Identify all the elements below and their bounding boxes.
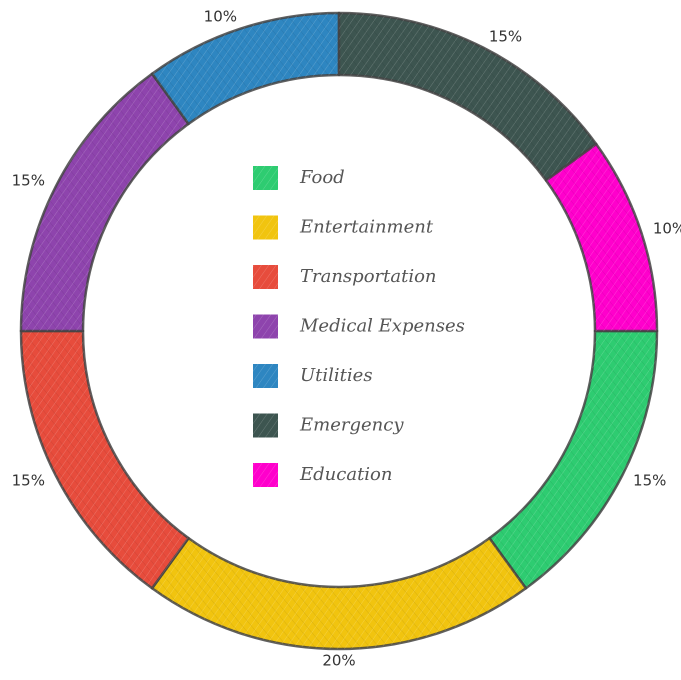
legend-item-food: Food [253,166,345,190]
legend-label-entertainment: Entertainment [299,217,434,238]
percent-label-medical-expenses: 15% [12,172,45,190]
percent-label-education: 10% [653,220,681,238]
slice-emergency [337,11,598,182]
legend-item-emergency: Emergency [253,413,404,438]
slice-group [19,11,659,651]
slice-education [544,142,659,333]
slice-utilities [150,11,341,126]
percent-label-utilities: 10% [204,8,237,26]
percent-label-group: 15% 20% 15% 15% 10% 15% 10% [12,8,681,670]
legend-item-transportation: Transportation [253,265,437,289]
legend-label-transportation: Transportation [300,266,437,287]
legend-label-food: Food [299,167,345,188]
percent-label-emergency: 15% [489,27,522,45]
percent-label-entertainment: 20% [322,652,355,670]
legend-label-emergency: Emergency [299,415,404,436]
legend-label-medical-expenses: Medical Expenses [299,316,465,337]
slice-entertainment [150,536,528,651]
legend-label-education: Education [299,464,393,485]
slice-transportation [19,329,190,590]
percent-label-transportation: 15% [12,471,45,489]
slice-medical-expenses [19,72,190,333]
legend-item-entertainment: Entertainment [253,215,434,240]
legend: Food Entertainment Transportation Medical E… [253,166,465,487]
percent-label-food: 15% [633,471,666,489]
legend-item-education: Education [253,463,393,487]
legend-item-utilities: Utilities [253,364,373,388]
slice-food [488,329,659,590]
legend-item-medical-expenses: Medical Expenses [253,314,465,339]
legend-label-utilities: Utilities [300,365,373,386]
